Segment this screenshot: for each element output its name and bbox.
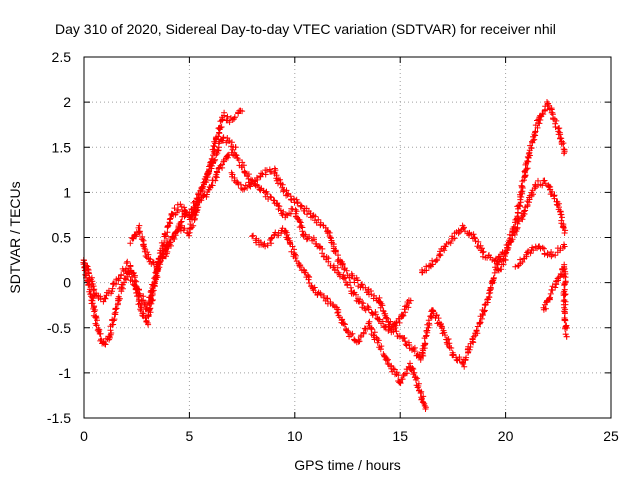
y-axis-label: SDTVAR / TECUs (7, 181, 23, 293)
series-8 (512, 241, 568, 270)
x-tick-label: 20 (498, 428, 514, 444)
series-5-markers (249, 225, 429, 412)
series-5 (249, 225, 429, 412)
y-tick-label: -1 (59, 365, 72, 381)
x-tick-label: 10 (287, 428, 303, 444)
series-7-markers (492, 177, 569, 271)
y-tick-label: 1.5 (52, 139, 72, 155)
series-6 (419, 99, 568, 276)
series-9 (540, 261, 570, 340)
series-7 (492, 177, 569, 271)
tick-labels: 0 5 10 15 20 25 -1.5 -1 -0.5 0 0.5 1 1.5 2 2.5 (47, 49, 619, 444)
series-8-markers (512, 241, 568, 270)
series-2-markers (80, 134, 239, 348)
series-2 (80, 134, 239, 348)
y-tick-label: -1.5 (47, 410, 71, 426)
series-4 (228, 165, 509, 370)
x-tick-label: 25 (603, 428, 619, 444)
chart-title: Day 310 of 2020, Sidereal Day-to-day VTE… (55, 21, 556, 37)
series-6-markers (419, 99, 568, 276)
y-tick-label: 2 (63, 94, 71, 110)
data-points (80, 99, 570, 412)
series-4-markers (228, 165, 509, 370)
series-3 (127, 146, 414, 336)
x-tick-label: 5 (186, 428, 194, 444)
x-tick-label: 0 (80, 428, 88, 444)
series-9-markers (540, 261, 570, 340)
y-tick-label: 0 (63, 275, 71, 291)
y-tick-label: 0.5 (52, 230, 72, 246)
x-tick-label: 15 (392, 428, 408, 444)
y-tick-label: -0.5 (47, 320, 71, 336)
plot-frame (83, 56, 612, 419)
y-tick-label: 2.5 (52, 49, 72, 65)
y-tick-label: 1 (63, 184, 71, 200)
series-3-markers (127, 146, 414, 336)
x-axis-label: GPS time / hours (294, 457, 401, 473)
